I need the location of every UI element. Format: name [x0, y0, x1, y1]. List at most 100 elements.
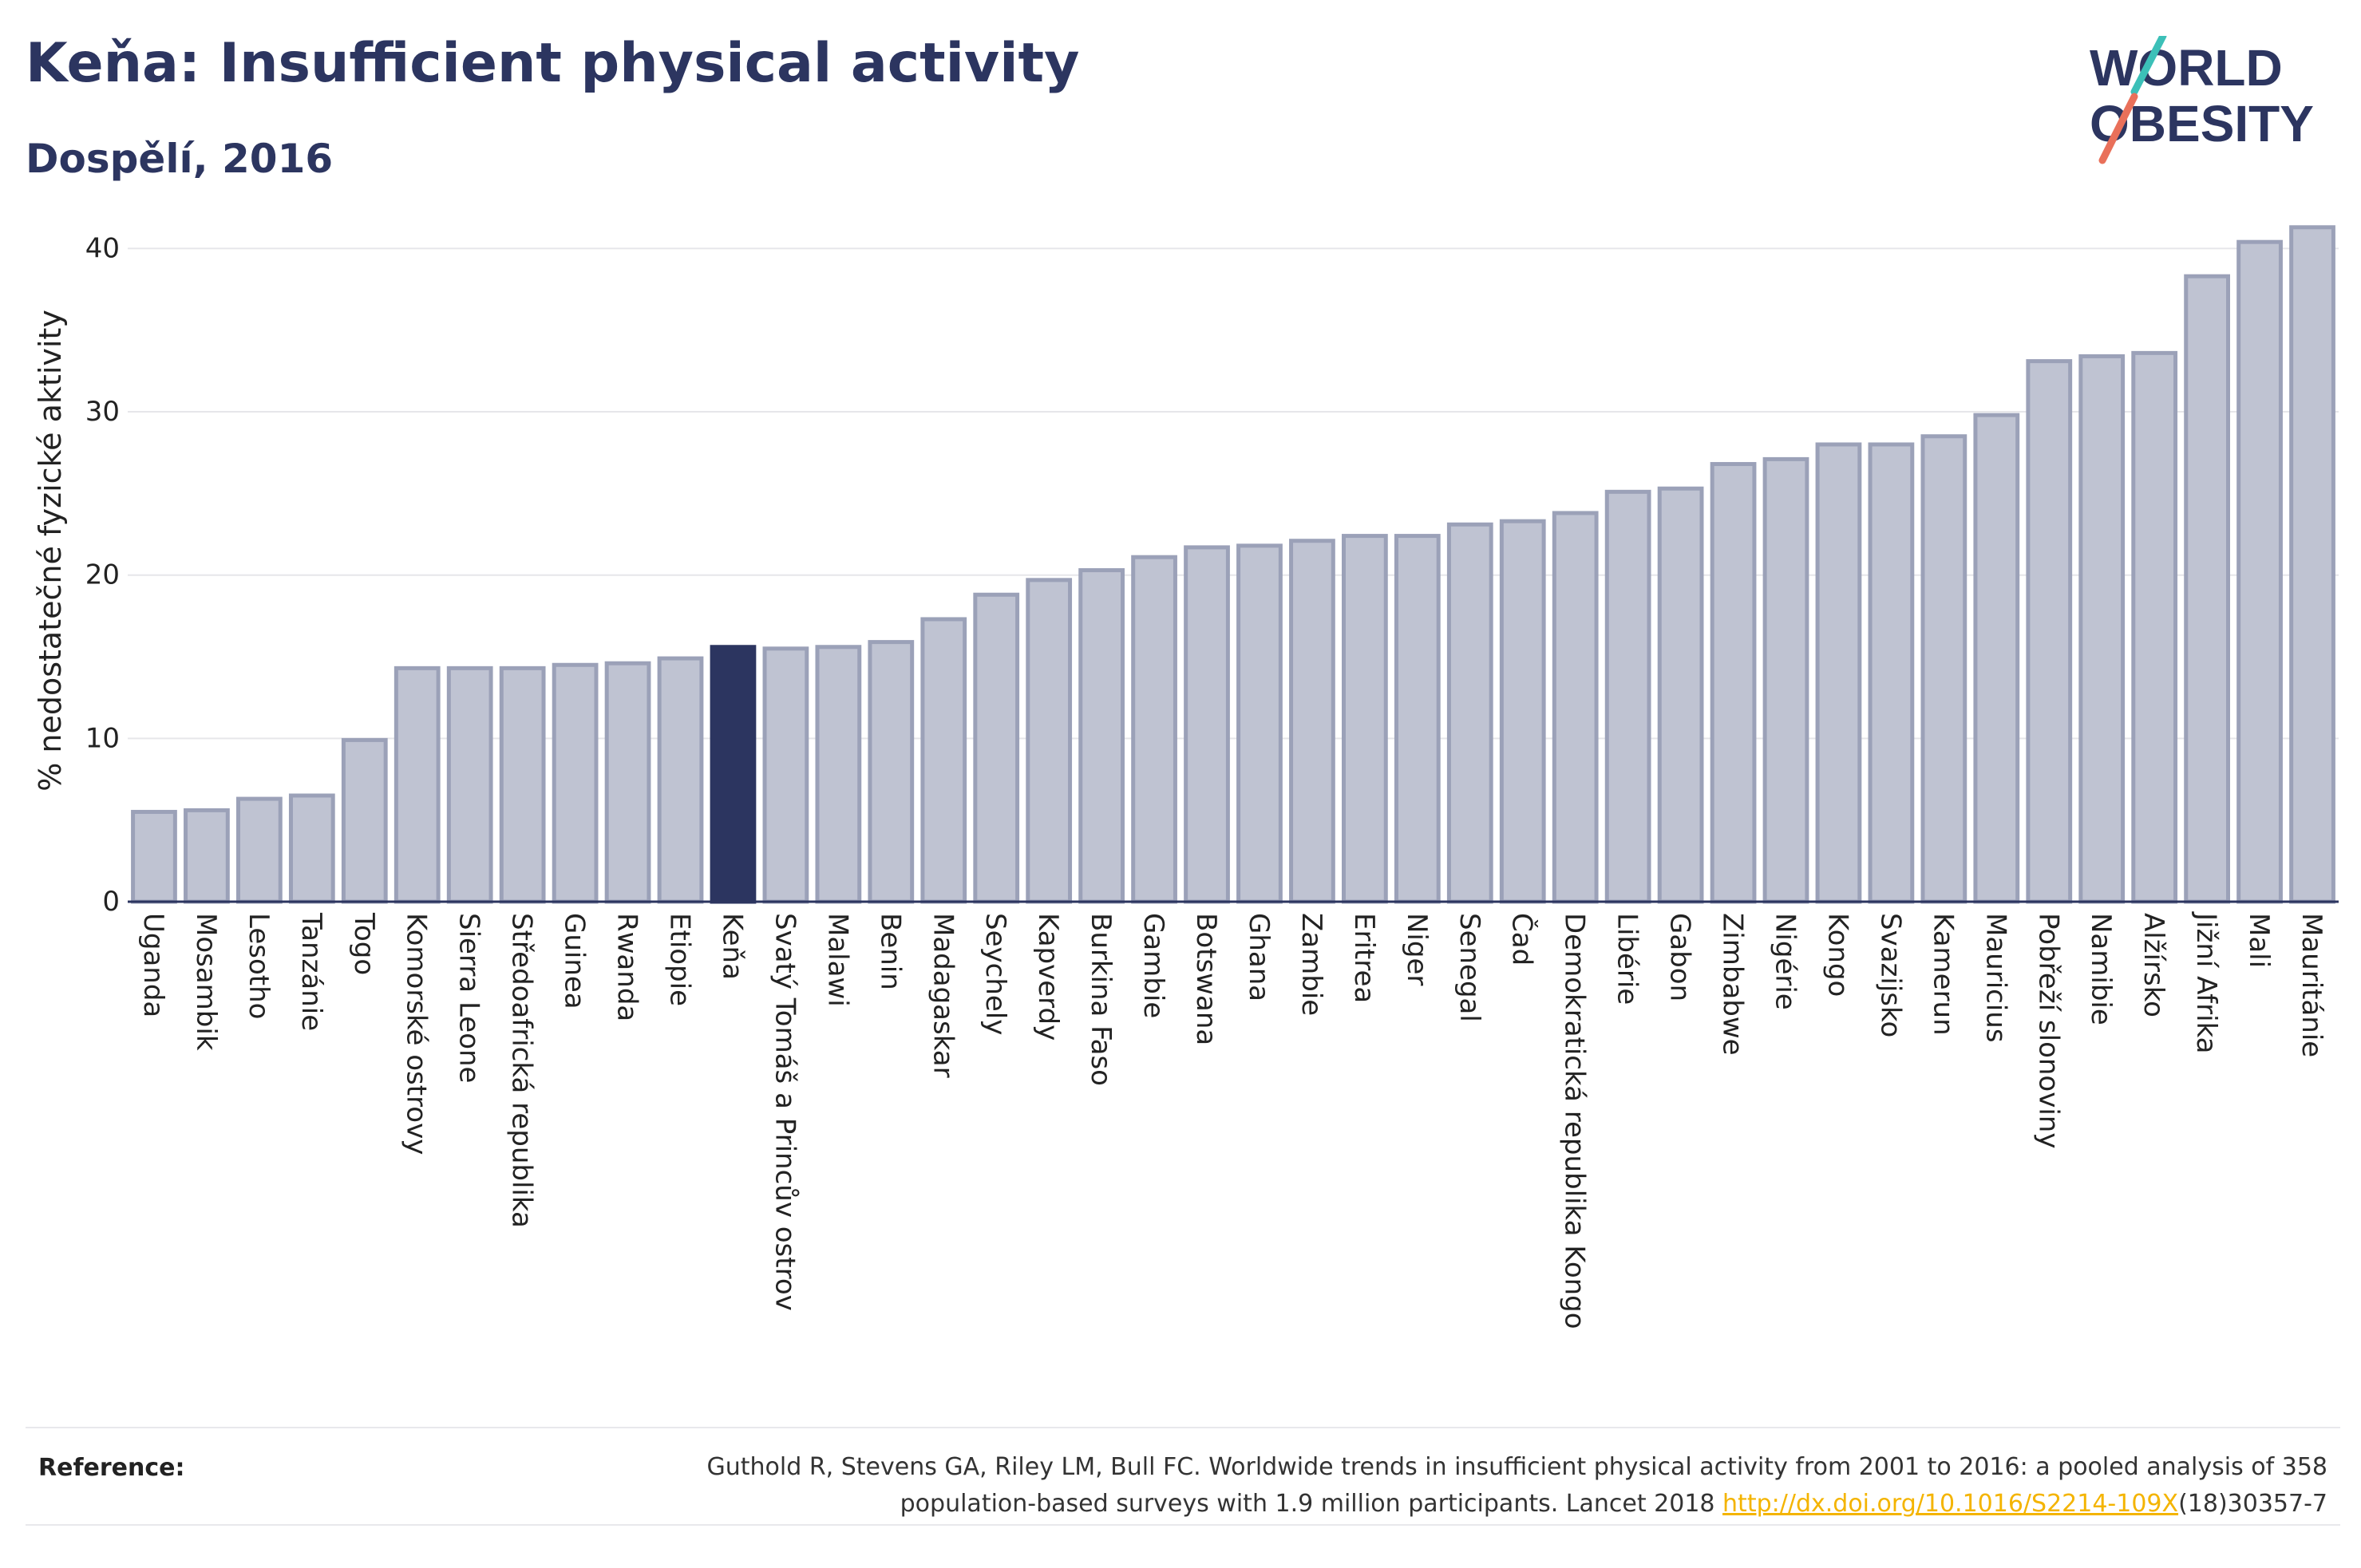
footer-divider-top	[26, 1427, 2340, 1428]
x-tick-label: Jižní Afrika	[2190, 911, 2222, 1054]
x-tick-label: Kapverdy	[1032, 913, 1064, 1041]
bar-4	[341, 737, 388, 904]
bar-40	[2236, 239, 2283, 904]
x-tick-label: Seychely	[979, 913, 1011, 1035]
x-tick-label: Kamerun	[1927, 913, 1959, 1036]
x-tick-label: Pobřeží slonoviny	[2032, 913, 2064, 1148]
x-tick-label: Uganda	[137, 913, 169, 1017]
reference-line1: Guthold R, Stevens GA, Riley LM, Bull FC…	[706, 1453, 2327, 1481]
x-tick-label: Gabon	[1664, 913, 1696, 1001]
bar-chart: 0 10 20 30 40 % nedostatečné fyzické aktivity…	[33, 225, 2339, 1329]
reference-line2-post: (18)30357-7	[2178, 1490, 2327, 1518]
bar-38	[2131, 350, 2178, 904]
bar-17	[1026, 578, 1073, 904]
chart-title: Keňa: Insufficient physical activity	[26, 32, 1080, 95]
x-tick-label: Benin	[874, 913, 906, 990]
x-tick-label: Guinea	[559, 913, 591, 1009]
x-tick-label: Gambie	[1137, 913, 1169, 1018]
y-tick-label: 40	[85, 232, 120, 264]
x-tick-label: Botswana	[1190, 913, 1222, 1045]
x-tick-label: Nigérie	[1770, 913, 1801, 1010]
bar-19	[1131, 555, 1177, 904]
logo-slash-teal	[2130, 36, 2167, 96]
x-tick-label: Senegal	[1453, 913, 1485, 1022]
bar-28	[1604, 489, 1651, 904]
logo-slash-coral	[2098, 93, 2138, 164]
x-tick-label: Zimbabwe	[1717, 913, 1749, 1056]
x-tick-label: Mauricius	[1979, 913, 2011, 1043]
bar-9	[604, 661, 651, 904]
bar-26	[1499, 519, 1546, 904]
x-tick-label: Čad	[1506, 913, 1539, 966]
bar-24	[1394, 534, 1441, 904]
x-tick-label: Niger	[1401, 913, 1433, 985]
chart-subtitle: Dospělí, 2016	[26, 136, 334, 182]
bar-30	[1710, 462, 1757, 904]
x-tick-label: Lesotho	[243, 913, 275, 1019]
x-tick-label: Svatý Tomáš a Princův ostrov	[769, 913, 801, 1311]
x-tick-label: Kongo	[1821, 913, 1853, 997]
x-tick-label: Zambie	[1295, 913, 1327, 1016]
bar-39	[2184, 274, 2230, 904]
bar-29	[1657, 486, 1704, 904]
bar-22	[1289, 539, 1335, 904]
x-tick-label: Keňa	[716, 913, 748, 980]
bar-16	[973, 592, 1020, 904]
y-tick-label: 0	[102, 886, 120, 918]
x-tick-label: Eritrea	[1348, 913, 1380, 1003]
bar-12	[762, 646, 809, 904]
x-tick-label: Mali	[2243, 913, 2275, 968]
bar-10	[657, 656, 704, 904]
bar-18	[1078, 568, 1125, 904]
x-tick-label: Alžírsko	[2138, 913, 2169, 1017]
bar-8	[552, 662, 599, 904]
y-axis-label: % nedostatečné fyzické aktivity	[33, 310, 68, 792]
y-tick-label: 30	[85, 396, 120, 428]
bar-33	[1868, 442, 1915, 904]
bar-2	[236, 796, 283, 904]
x-tick-label: Namibie	[2085, 913, 2117, 1025]
bar-0	[131, 809, 177, 904]
reference-line2-pre: population-based surveys with 1.9 millio…	[900, 1490, 1723, 1518]
reference-text: Guthold R, Stevens GA, Riley LM, Bull FC…	[452, 1449, 2327, 1523]
bar-15	[920, 617, 967, 904]
x-tick-label: Středoafrická republika	[506, 913, 538, 1228]
x-tick-label: Etiopie	[664, 913, 696, 1006]
x-tick-label: Togo	[348, 912, 380, 975]
bar-37	[2078, 353, 2126, 904]
bar-5	[394, 666, 441, 904]
x-tick-label: Madagaskar	[927, 913, 959, 1078]
reference-doi-link[interactable]: http://dx.doi.org/10.1016/S2214-109X	[1722, 1490, 2179, 1518]
x-tick-label: Tanzánie	[295, 912, 327, 1031]
x-tick-label: Mosambik	[190, 913, 222, 1051]
footer-divider-bottom	[26, 1524, 2340, 1526]
bar-3	[288, 793, 335, 904]
bar-36	[2026, 359, 2073, 904]
bar-23	[1342, 534, 1388, 904]
x-tick-label: Mauritánie	[2296, 913, 2327, 1057]
x-tick-label: Rwanda	[611, 913, 643, 1021]
logo-line1: WORLD	[2090, 39, 2283, 97]
bar-14	[868, 640, 915, 904]
y-tick-label: 10	[85, 722, 120, 754]
bar-6	[446, 666, 493, 904]
x-tick-label: Demokratická republika Kongo	[1559, 913, 1591, 1329]
world-obesity-logo: WORLD OBESITY	[2090, 36, 2314, 164]
bar-25	[1446, 522, 1493, 904]
bar-21	[1236, 543, 1283, 904]
x-tick-label: Malawi	[821, 913, 853, 1007]
bar-20	[1184, 545, 1230, 904]
bar-32	[1815, 442, 1862, 904]
x-tick-label: Ghana	[1243, 913, 1275, 1001]
bar-35	[1973, 413, 2020, 904]
x-tick-label: Sierra Leone	[453, 913, 485, 1083]
x-tick-label: Komorské ostrovy	[401, 913, 433, 1155]
bar-31	[1762, 456, 1809, 904]
bar-13	[815, 645, 862, 904]
x-tick-label: Svazijsko	[1874, 913, 1906, 1037]
reference-label: Reference:	[38, 1454, 185, 1482]
bar-1	[184, 808, 230, 904]
x-tick-label: Burkina Faso	[1085, 913, 1117, 1086]
bar-27	[1552, 511, 1599, 904]
bar-34	[1920, 434, 1968, 904]
